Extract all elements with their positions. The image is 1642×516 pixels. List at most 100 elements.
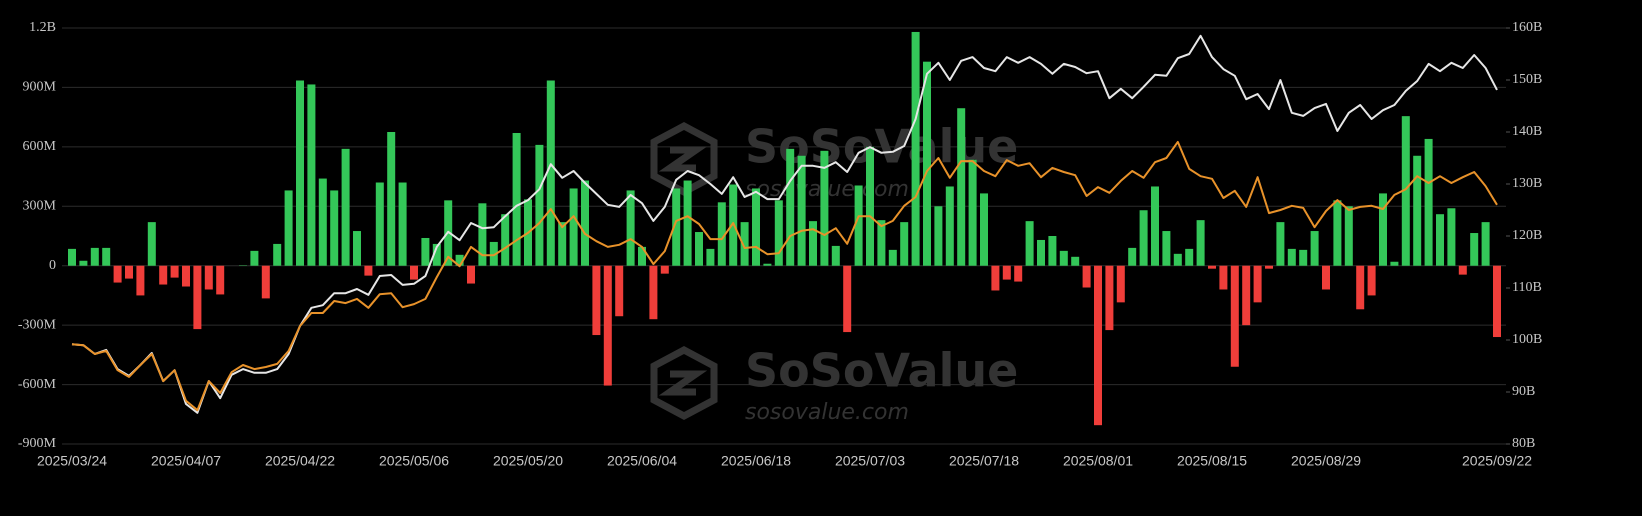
line xyxy=(71,140,1498,412)
y-tick-label: 1.2B xyxy=(29,20,56,35)
bar xyxy=(831,245,840,266)
bar xyxy=(1014,265,1023,282)
bar xyxy=(717,202,726,266)
y2-tick-label: 110B xyxy=(1512,280,1542,295)
bar xyxy=(866,146,874,266)
x-tick-label: 2025/06/18 xyxy=(721,453,791,469)
bar xyxy=(991,265,1000,291)
bar xyxy=(216,265,225,295)
bar xyxy=(649,265,658,320)
x-tick-label: 2025/04/07 xyxy=(151,453,221,469)
bar xyxy=(592,265,601,336)
y2-tick-label: 120B xyxy=(1512,228,1542,243)
bar xyxy=(854,185,863,266)
bar xyxy=(1287,248,1296,266)
x-tick-label: 2025/06/04 xyxy=(607,453,677,469)
x-tick-label: 2025/05/20 xyxy=(493,453,563,469)
bar xyxy=(364,265,373,276)
x-tick-label: 2025/07/18 xyxy=(949,453,1019,469)
watermark-icon xyxy=(650,346,718,420)
bar xyxy=(398,182,407,266)
x-tick-label: 2025/09/22 xyxy=(1462,453,1532,469)
bar xyxy=(900,222,909,266)
bar xyxy=(1230,265,1239,367)
bar xyxy=(1390,261,1399,266)
bar xyxy=(113,265,122,283)
bar xyxy=(752,188,760,266)
y-tick-label: 0 xyxy=(49,258,56,273)
y2-tick-label: 160B xyxy=(1512,20,1542,35)
bar xyxy=(250,250,259,266)
bar xyxy=(182,265,190,287)
y2-tick-label: 130B xyxy=(1512,176,1542,191)
x-tick-label: 2025/04/22 xyxy=(265,453,335,469)
bar xyxy=(603,265,612,386)
bar xyxy=(273,243,282,266)
bar xyxy=(797,155,806,266)
y-tick-label: -600M xyxy=(18,377,57,392)
y2-tick-label: 80B xyxy=(1512,436,1535,451)
bar xyxy=(1071,256,1080,266)
bar xyxy=(1493,265,1501,338)
bar xyxy=(706,248,715,266)
bar xyxy=(1094,265,1102,426)
x-tick-label: 2025/08/29 xyxy=(1291,453,1361,469)
bar xyxy=(1242,265,1251,326)
bar xyxy=(1139,210,1148,266)
bar xyxy=(1447,208,1456,266)
bar xyxy=(809,221,817,266)
bar xyxy=(1253,265,1262,303)
y-tick-label: 600M xyxy=(23,139,57,154)
y2-tick-label: 90B xyxy=(1512,384,1535,399)
bar xyxy=(1333,200,1342,266)
bar xyxy=(672,188,681,266)
bar xyxy=(558,222,567,266)
bar xyxy=(740,222,749,266)
bar xyxy=(1196,220,1205,266)
bar xyxy=(877,220,886,266)
bar xyxy=(307,84,316,266)
bar xyxy=(980,193,988,266)
bar xyxy=(1265,265,1273,269)
bar xyxy=(695,232,703,266)
bar xyxy=(90,247,99,266)
bar xyxy=(330,190,339,266)
bar xyxy=(102,247,111,266)
bar xyxy=(786,148,795,266)
bar xyxy=(615,265,624,317)
bar xyxy=(489,241,498,266)
bar xyxy=(923,61,931,266)
bar xyxy=(683,180,692,266)
bar-series xyxy=(68,31,1501,426)
bar xyxy=(455,254,464,266)
y2-tick-label: 150B xyxy=(1512,72,1542,87)
bar xyxy=(774,200,783,266)
bar xyxy=(410,265,418,280)
bar xyxy=(1344,206,1353,266)
bar xyxy=(387,132,396,266)
bar xyxy=(1424,138,1433,266)
bar xyxy=(296,80,304,266)
y2-tick-label: 140B xyxy=(1512,124,1542,139)
bar xyxy=(478,203,487,266)
bar xyxy=(820,150,829,266)
bar xyxy=(375,182,384,266)
bar xyxy=(911,31,920,266)
bar xyxy=(501,214,510,266)
bar xyxy=(1048,236,1057,266)
bar xyxy=(204,265,213,290)
bar xyxy=(1413,155,1422,266)
bar xyxy=(1356,265,1365,310)
x-tick-label: 2025/05/06 xyxy=(379,453,449,469)
bar xyxy=(1185,248,1194,266)
bar xyxy=(421,237,430,266)
bar xyxy=(159,265,168,285)
y-tick-label: -300M xyxy=(18,317,57,332)
line xyxy=(71,34,1498,414)
bar xyxy=(535,144,544,266)
bar xyxy=(546,80,555,266)
bar xyxy=(1116,265,1125,303)
bar xyxy=(261,265,270,299)
x-tick-label: 2025/08/15 xyxy=(1177,453,1247,469)
bar xyxy=(763,263,772,266)
